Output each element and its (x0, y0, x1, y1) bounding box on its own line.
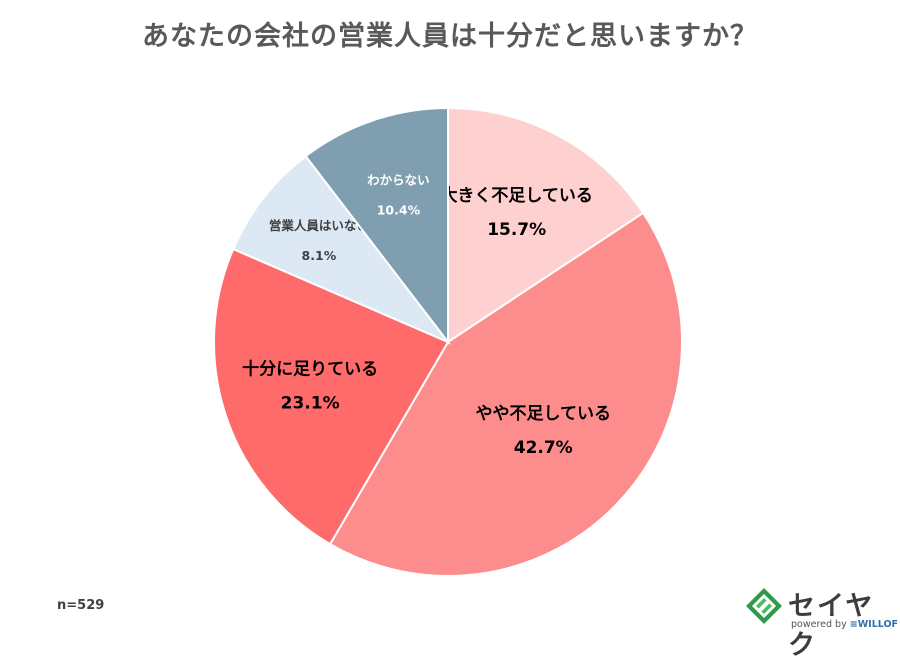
slice-label: 大きく不足している (440, 185, 593, 206)
slice-label: 十分に足りている (242, 358, 378, 379)
pie-slice (304, 106, 449, 345)
slice-label: やや不足している (475, 404, 611, 424)
chart-title: あなたの会社の営業人員は十分だと思いますか？ (142, 21, 758, 52)
slice-label: 営業人員はいない (269, 218, 369, 233)
slice-percent-label: 15.7% (487, 220, 546, 240)
pie-slice (328, 211, 683, 577)
pie-slice (447, 106, 645, 344)
brand-subtitle: powered by ≡WILLOF (791, 619, 898, 630)
brand-logo[interactable]: セイヤク powered by ≡WILLOF (744, 586, 898, 661)
slice-percent-label: 42.7% (514, 438, 573, 458)
slice-percent-label: 10.4% (377, 203, 421, 218)
pie-slice (231, 154, 452, 345)
pie-chart: 大きく不足している 15.7% やや不足している 42.7% 十分に足りている 23.1%… (213, 106, 683, 577)
slice-percent-label: 8.1% (302, 248, 337, 263)
partner-name: ≡WILLOF (849, 619, 899, 630)
powered-by-text: powered by (791, 619, 847, 630)
pie-slice (213, 247, 450, 546)
slice-label: わからない (367, 173, 430, 188)
slice-percent-label: 23.1% (281, 393, 340, 413)
sample-size: n=529 (57, 598, 105, 613)
handshake-logo-icon (746, 588, 782, 624)
